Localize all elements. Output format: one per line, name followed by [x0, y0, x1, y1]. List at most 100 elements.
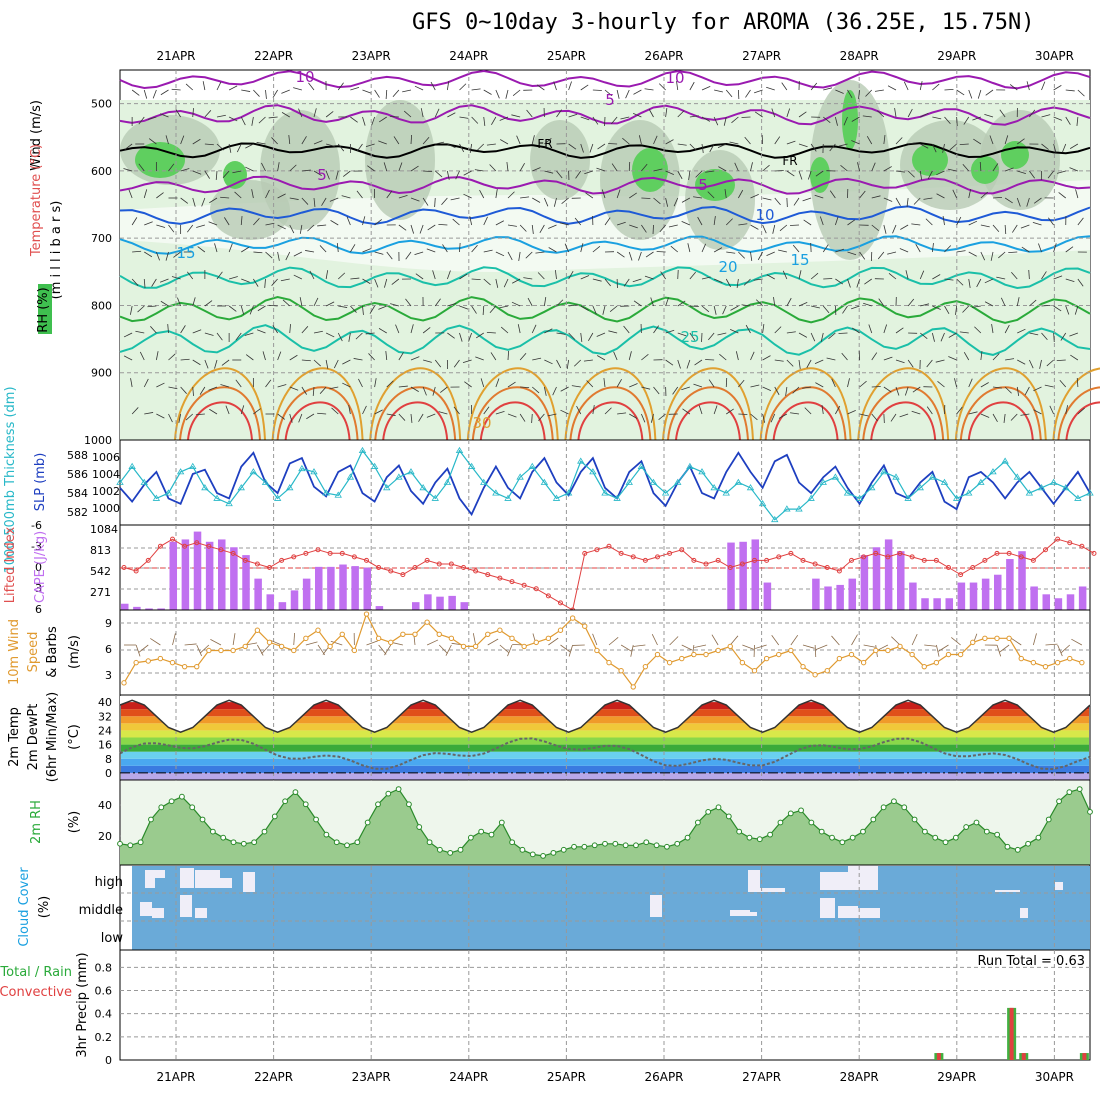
thickness-marker: [1062, 484, 1070, 491]
thickness-marker: [564, 489, 573, 496]
wind-barb: [650, 297, 654, 307]
wind-barb: [877, 251, 885, 260]
wind-barb: [435, 141, 445, 145]
wind-barb: [806, 359, 812, 369]
lifted-index-marker: [970, 565, 976, 570]
rh2m-marker: [1087, 808, 1093, 815]
wind-barb: [693, 383, 703, 388]
wind-barb: [1046, 359, 1054, 367]
wind10-marker: [933, 659, 940, 666]
wind-barb: [199, 386, 206, 395]
upper-wind-barbs: [123, 80, 1087, 424]
wind-barb: [944, 278, 954, 281]
wind10-barb: [790, 634, 799, 646]
wind10-marker: [885, 647, 891, 654]
wind-barb: [931, 332, 935, 342]
wind-barb: [956, 216, 962, 226]
wind-barb: [580, 116, 590, 121]
cape-bar: [860, 555, 869, 610]
contour-line: [119, 142, 1091, 159]
date-label-bottom: 24APR: [449, 1070, 488, 1084]
wind-barb: [471, 88, 481, 91]
thickness-marker: [552, 494, 561, 501]
wind-barb: [204, 359, 209, 369]
wind-barb: [859, 380, 867, 388]
wind10-barb: [938, 644, 949, 652]
wind-barb: [180, 168, 190, 172]
wind10-marker: [412, 631, 418, 637]
rh2m-marker: [829, 834, 835, 841]
wind-barb: [265, 89, 267, 99]
wind-barb: [228, 85, 238, 91]
wind-barb: [786, 140, 796, 145]
wind-barb: [350, 305, 357, 313]
wind-barb: [305, 250, 315, 253]
wind-barb: [602, 305, 606, 315]
run-total: Run Total = 0.63: [977, 954, 1085, 969]
rh2m-marker: [777, 819, 784, 826]
rh2m-marker: [694, 819, 701, 826]
wind-barb: [552, 386, 557, 396]
cloud-block: [850, 908, 880, 918]
wind10-marker: [363, 611, 370, 617]
wind-barb: [505, 89, 509, 99]
wind-barb: [693, 196, 703, 199]
rh2m-marker: [395, 786, 402, 793]
contour-orange: [369, 367, 462, 441]
contour-label: 30: [472, 414, 491, 432]
lifted-index-marker: [558, 600, 563, 606]
wind-barb: [1065, 246, 1074, 253]
lifted-index-marker: [800, 557, 806, 563]
wind-barb: [847, 409, 856, 415]
contour-orange: [466, 367, 559, 441]
cloud-block: [243, 872, 255, 892]
wind10-marker: [557, 627, 564, 633]
tick-label: 1084: [90, 523, 118, 536]
wind10-barb: [1071, 638, 1083, 646]
rh2m-marker: [117, 840, 123, 847]
thickness-marker: [273, 494, 282, 501]
tick-label: 8: [105, 753, 112, 766]
wind-barb: [192, 386, 194, 397]
wind-barb: [419, 224, 424, 234]
wind-barb: [156, 251, 160, 261]
cloud-level-middle: middle: [79, 903, 123, 918]
wind-barb: [289, 323, 291, 334]
wind-barb: [665, 108, 668, 118]
cape-bar: [957, 582, 966, 610]
cloud-panel: high middle low Cloud Cover (%): [17, 864, 1091, 951]
lifted-index-marker: [727, 565, 733, 570]
wind-barb: [1024, 386, 1030, 396]
wind-barb: [592, 405, 595, 415]
wind-barb: [677, 300, 686, 307]
wind-barb: [887, 251, 897, 255]
wind-barb: [753, 89, 763, 94]
rh2m-marker: [364, 819, 371, 826]
lifted-index-marker: [436, 561, 442, 567]
wind-barb: [241, 278, 250, 283]
wind-barb: [535, 251, 545, 254]
wind-barb: [681, 220, 691, 226]
wind-barb: [500, 326, 509, 334]
wind-barb: [586, 380, 594, 388]
tick-label: 16: [98, 739, 112, 752]
rh2m-marker: [230, 839, 237, 846]
wind-barb: [919, 332, 928, 339]
wind-barb: [653, 135, 658, 145]
rh2m-marker: [736, 828, 743, 835]
cape-bar: [181, 539, 190, 610]
cape-bars: [121, 531, 1087, 610]
wind-barb: [447, 332, 455, 339]
wind-barb: [580, 143, 584, 153]
wind-barb: [257, 305, 266, 312]
wind-barb: [1077, 89, 1085, 97]
tick-label: 813: [90, 544, 111, 557]
wind-barb: [471, 116, 479, 124]
rh2m-marker: [488, 831, 495, 838]
cape-bar: [1018, 551, 1026, 610]
wind-barb: [1029, 170, 1035, 179]
contour-label: 10: [295, 68, 314, 86]
wind-barb: [171, 88, 181, 91]
wind10-marker: [727, 643, 733, 650]
wind-barb: [665, 139, 674, 145]
